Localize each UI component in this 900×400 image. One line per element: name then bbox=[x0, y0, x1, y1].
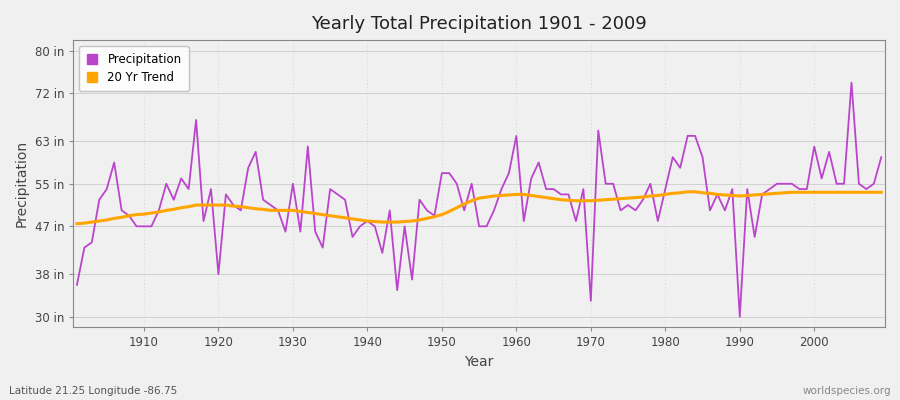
Text: Latitude 21.25 Longitude -86.75: Latitude 21.25 Longitude -86.75 bbox=[9, 386, 177, 396]
Y-axis label: Precipitation: Precipitation bbox=[15, 140, 29, 227]
Text: worldspecies.org: worldspecies.org bbox=[803, 386, 891, 396]
X-axis label: Year: Year bbox=[464, 355, 494, 369]
Title: Yearly Total Precipitation 1901 - 2009: Yearly Total Precipitation 1901 - 2009 bbox=[311, 15, 647, 33]
Legend: Precipitation, 20 Yr Trend: Precipitation, 20 Yr Trend bbox=[79, 46, 189, 91]
